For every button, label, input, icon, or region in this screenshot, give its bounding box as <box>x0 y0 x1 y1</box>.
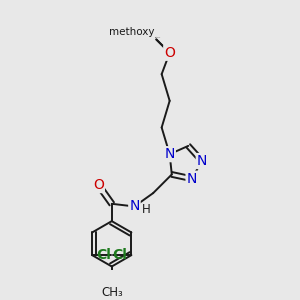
Text: methoxy: methoxy <box>154 38 160 40</box>
Text: N: N <box>197 154 207 168</box>
Text: methoxy: methoxy <box>156 37 163 38</box>
Text: N: N <box>164 147 175 161</box>
Text: O: O <box>164 46 175 60</box>
Text: Cl: Cl <box>112 248 127 262</box>
Text: methoxy: methoxy <box>156 38 163 40</box>
Text: methoxy: methoxy <box>159 38 165 40</box>
Text: Cl: Cl <box>97 248 111 262</box>
Text: H: H <box>142 203 151 216</box>
Text: methoxy: methoxy <box>159 37 165 38</box>
Text: O: O <box>93 178 104 192</box>
Text: methoxy: methoxy <box>155 37 161 38</box>
Text: methoxy: methoxy <box>110 27 155 37</box>
Text: CH₃: CH₃ <box>101 286 123 299</box>
Text: N: N <box>187 172 197 186</box>
Text: N: N <box>129 200 140 214</box>
